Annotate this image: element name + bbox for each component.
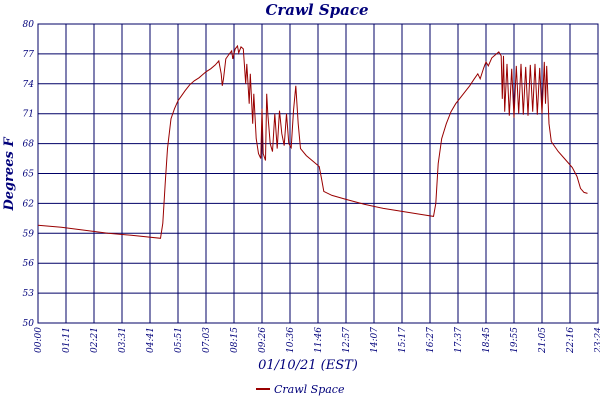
legend: Crawl Space	[256, 383, 345, 396]
x-tick-label: 21:05	[538, 327, 548, 354]
chart-title: Crawl Space	[265, 1, 368, 19]
y-axis-ticks: 50 53 56 59 62 65 68 71 74 77 80	[23, 20, 35, 329]
x-tick-label: 05:51	[174, 327, 184, 353]
x-tick-label: 02:21	[90, 327, 100, 353]
x-tick-label: 03:31	[118, 327, 128, 353]
x-tick-label: 12:57	[342, 327, 352, 353]
series-line-crawl-space	[37, 44, 588, 239]
x-tick-label: 04:41	[146, 327, 156, 353]
plot-frame	[37, 23, 599, 324]
x-tick-label: 07:03	[202, 327, 212, 353]
x-tick-label: 10:36	[286, 327, 296, 353]
y-tick-label: 68	[23, 140, 35, 150]
y-tick-label: 71	[23, 110, 34, 120]
y-tick-label: 62	[23, 199, 35, 209]
x-tick-label: 18:45	[482, 327, 492, 353]
x-tick-label: 22:16	[566, 327, 576, 354]
x-axis-ticks: 00:00 01:11 02:21 03:31 04:41 05:51 07:03 08:15…	[34, 327, 600, 354]
x-tick-label: 14:07	[370, 327, 380, 353]
legend-label: Crawl Space	[274, 383, 345, 396]
y-tick-label: 80	[23, 20, 35, 30]
y-tick-label: 65	[23, 170, 35, 180]
y-axis-label: Degrees F	[2, 137, 17, 212]
x-tick-label: 19:55	[510, 327, 520, 353]
x-tick-label: 00:00	[34, 327, 44, 353]
y-tick-label: 56	[23, 259, 35, 269]
x-tick-label: 09:26	[258, 327, 268, 353]
y-tick-label: 50	[23, 319, 35, 329]
grid	[37, 23, 599, 324]
x-tick-label: 15:17	[398, 327, 408, 353]
y-tick-label: 74	[23, 80, 35, 90]
x-tick-label: 08:15	[230, 327, 240, 353]
x-tick-label: 23:24	[594, 327, 600, 354]
y-tick-label: 77	[23, 50, 35, 60]
y-tick-label: 53	[23, 289, 35, 299]
x-tick-label: 16:27	[426, 327, 436, 353]
x-tick-label: 17:37	[454, 327, 464, 353]
x-axis-label: 01/10/21 (EST)	[258, 358, 358, 373]
x-tick-label: 01:11	[62, 327, 72, 353]
y-tick-label: 59	[23, 229, 35, 239]
x-tick-label: 11:46	[314, 327, 324, 353]
